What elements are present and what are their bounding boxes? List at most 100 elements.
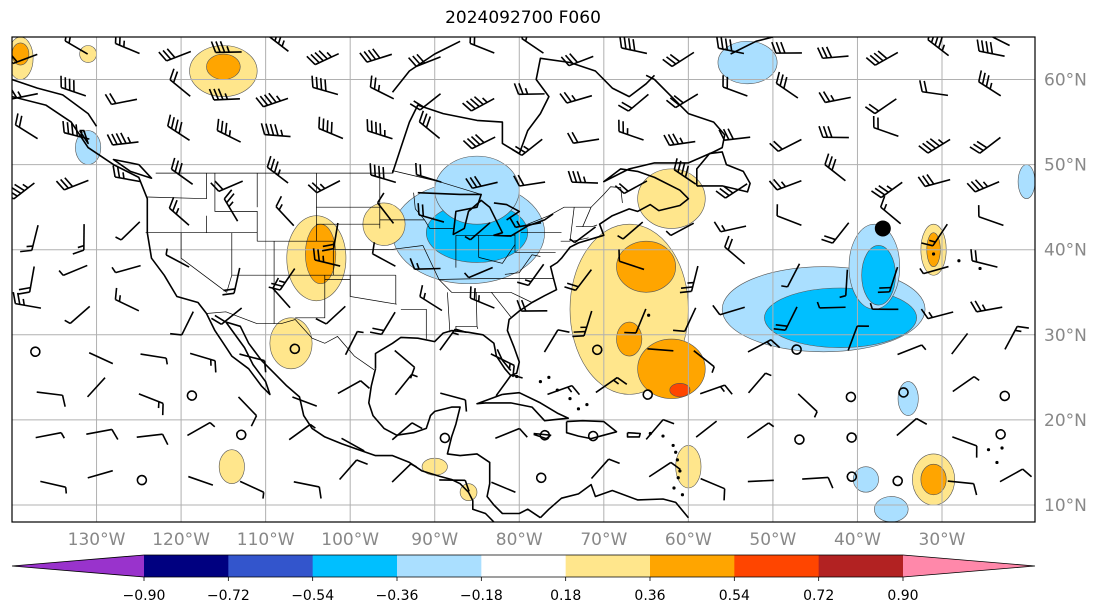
wind-barb	[818, 91, 851, 104]
barb-flag	[727, 238, 734, 251]
barb-flag	[511, 148, 523, 157]
coastline-path	[992, 37, 1010, 47]
barb-flag	[985, 75, 990, 87]
barb-flag	[60, 75, 63, 88]
barb-flag	[416, 53, 426, 64]
barb-flag	[268, 92, 277, 103]
barb-flag	[974, 179, 985, 189]
barb-staff	[491, 481, 516, 493]
barb-flag	[879, 195, 886, 208]
wind-barb	[391, 422, 423, 441]
island	[672, 486, 676, 490]
coastline-path	[626, 431, 641, 438]
barb-staff	[619, 260, 645, 271]
barb-flag	[425, 116, 432, 128]
barb-flag	[571, 131, 579, 143]
barb-flag	[273, 161, 279, 173]
wind-barb	[366, 119, 393, 140]
barb-flag	[669, 53, 681, 63]
wind-barb	[952, 375, 980, 393]
barb-flag	[934, 37, 940, 46]
latitude-label: 20°N	[1044, 411, 1087, 431]
barb-half	[569, 238, 576, 244]
barb-flag	[729, 39, 733, 52]
barb-flag	[1022, 468, 1033, 478]
barb-flag	[215, 41, 221, 53]
calm-circle	[289, 343, 301, 355]
barb-flag	[116, 166, 121, 178]
border-path	[582, 207, 592, 227]
anomaly-region	[874, 496, 909, 522]
barb-flag	[415, 162, 418, 175]
wind-barb	[307, 180, 341, 194]
barb-flag	[170, 157, 176, 170]
barb-staff	[181, 311, 195, 336]
island	[568, 397, 572, 401]
barb-half	[127, 136, 132, 144]
wind-barb	[521, 37, 544, 54]
anomaly-region	[861, 245, 896, 306]
barb-staff	[88, 352, 114, 365]
barb-staff	[394, 373, 413, 396]
border-path	[560, 207, 575, 242]
barb-flag	[566, 282, 579, 288]
barb-flag	[372, 48, 381, 59]
wind-barb	[547, 384, 581, 396]
barb-flag	[985, 41, 989, 53]
barb-flag	[312, 248, 316, 261]
wind-barb	[417, 203, 445, 223]
wind-barb	[115, 221, 141, 241]
barb-staff	[120, 221, 141, 241]
border-path	[447, 292, 451, 333]
barb-flag	[321, 247, 334, 252]
coastline-path	[696, 151, 751, 193]
barb-flag	[563, 91, 572, 103]
barb-staff	[896, 417, 918, 437]
calm-circle	[845, 391, 857, 403]
barb-flag	[469, 176, 478, 188]
barb-flag	[210, 317, 222, 326]
barb-flag	[977, 70, 983, 83]
barb-flag	[55, 180, 65, 191]
barb-flag	[567, 132, 575, 144]
wind-barb	[64, 305, 91, 325]
wind-barb	[409, 257, 441, 270]
barb-half	[687, 281, 694, 284]
longitude-label: 110°W	[237, 530, 295, 550]
calm-circle	[587, 430, 599, 442]
island	[661, 434, 665, 438]
wind-barb	[645, 418, 675, 440]
barb-flag	[918, 80, 923, 92]
barb-half	[111, 266, 117, 274]
wind-barb	[917, 174, 951, 188]
barb-flag	[771, 41, 777, 54]
wind-barb	[188, 475, 214, 486]
calm-circle	[898, 387, 909, 398]
barb-flag	[926, 174, 935, 185]
colorbar-tick-label: −0.54	[291, 588, 334, 604]
colorbar-segment	[481, 555, 567, 577]
barb-flag	[716, 37, 720, 49]
colorbar-segment	[228, 555, 314, 577]
barb-flag	[407, 57, 417, 67]
calm-circle	[995, 429, 1006, 440]
wind-barb	[776, 204, 802, 226]
barb-flag	[466, 137, 477, 148]
wind-barb	[591, 344, 603, 356]
barb-staff	[844, 269, 849, 296]
barb-half	[928, 311, 934, 318]
barb-flag	[373, 164, 377, 177]
barb-half	[869, 302, 874, 310]
barb-staff	[344, 331, 359, 356]
wind-barb	[647, 348, 674, 352]
calm-circle	[791, 344, 802, 355]
barb-flag	[166, 48, 176, 59]
barb-flag	[937, 37, 943, 49]
wind-barb	[391, 463, 417, 483]
wind-barb	[970, 249, 998, 268]
barb-flag	[363, 51, 372, 62]
wind-barb	[869, 302, 899, 311]
wind-barb	[394, 349, 416, 379]
latitude-label: 10°N	[1044, 496, 1087, 516]
barb-half	[416, 262, 420, 270]
